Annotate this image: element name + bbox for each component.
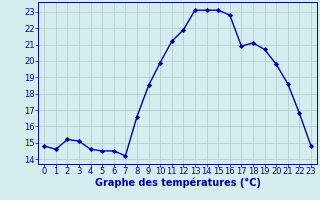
X-axis label: Graphe des températures (°C): Graphe des températures (°C) [95,178,260,188]
